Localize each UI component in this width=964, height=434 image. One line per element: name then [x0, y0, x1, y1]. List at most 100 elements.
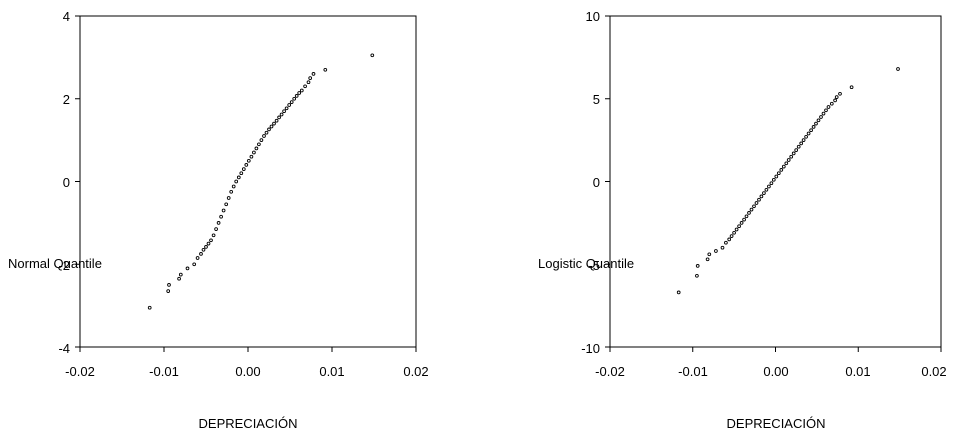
scatter-point — [739, 221, 744, 225]
scatter-point — [299, 88, 304, 93]
x-tick-label: 0.00 — [235, 364, 260, 379]
scatter-point — [323, 67, 328, 72]
scatter-point — [370, 53, 375, 58]
scatter-point — [284, 106, 289, 111]
scatter-point — [806, 131, 811, 136]
scatter-point — [257, 142, 261, 147]
scatter-point — [714, 249, 718, 253]
scatter-point — [246, 158, 251, 163]
scatter-point — [204, 245, 208, 249]
scatter-point — [816, 118, 821, 123]
scatter-point — [236, 175, 241, 180]
scatter-point — [824, 108, 828, 113]
scatter-point — [292, 96, 297, 101]
scatter-point — [274, 118, 279, 123]
scatter-point — [267, 127, 271, 132]
scatter-point — [833, 98, 837, 103]
scatter-point — [784, 161, 789, 166]
scatter-point — [737, 224, 741, 229]
y-tick-label: -10 — [581, 341, 600, 356]
scatter-point — [252, 150, 256, 155]
scatter-point — [789, 154, 794, 159]
scatter-point — [819, 115, 823, 119]
x-tick-label: -0.02 — [65, 364, 95, 379]
scatter-point — [221, 208, 226, 213]
scatter-point — [744, 214, 749, 219]
scatter-point — [282, 109, 286, 114]
scatter-point — [272, 121, 276, 126]
y-tick-label: -2 — [58, 258, 70, 273]
scatter-point — [201, 247, 206, 252]
x-tick-label: 0.00 — [763, 364, 788, 379]
scatter-point — [762, 191, 766, 195]
data-points — [676, 67, 900, 295]
normal-quantile-plot: 4 2 0 -2 -4 -0.02 -0.01 0.00 0.01 0.02 D… — [8, 9, 429, 431]
data-points — [147, 53, 375, 310]
scatter-point — [771, 177, 776, 182]
scatter-point — [734, 227, 739, 232]
scatter-point — [277, 115, 281, 120]
scatter-point — [306, 80, 311, 85]
scatter-point — [838, 91, 842, 96]
scatter-point — [829, 101, 834, 106]
scatter-point — [754, 201, 759, 205]
scatter-point — [219, 214, 223, 219]
scatter-point — [742, 217, 746, 222]
plot-frame — [609, 15, 942, 348]
x-tick-label: -0.02 — [595, 364, 625, 379]
scatter-point — [167, 283, 171, 287]
scatter-point — [178, 272, 183, 277]
scatter-point — [729, 234, 734, 238]
scatter-point — [676, 290, 681, 295]
scatter-point — [834, 95, 839, 99]
scatter-point — [297, 91, 302, 95]
scatter-point — [786, 158, 791, 162]
y-axis-title: Normal Quantile — [8, 256, 102, 271]
scatter-point — [147, 305, 152, 310]
y-tick-label: -5 — [588, 258, 600, 273]
scatter-point — [757, 197, 761, 202]
scatter-point — [209, 238, 213, 243]
scatter-point — [821, 111, 826, 116]
axis-ticks — [75, 15, 417, 352]
scatter-point — [249, 154, 254, 159]
scatter-point — [752, 204, 756, 209]
x-tick-label: 0.02 — [403, 364, 428, 379]
scatter-point — [264, 130, 269, 135]
y-tick-label: 10 — [586, 9, 600, 24]
scatter-point — [720, 245, 725, 250]
scatter-point — [801, 138, 806, 142]
scatter-point — [796, 144, 801, 149]
scatter-point — [799, 141, 804, 146]
scatter-point — [695, 273, 699, 278]
scatter-point — [234, 179, 239, 184]
y-tick-label: -4 — [58, 341, 70, 356]
scatter-point — [308, 76, 313, 80]
scatter-point — [804, 134, 808, 139]
scatter-point — [214, 227, 218, 231]
scatter-point — [749, 207, 754, 212]
scatter-point — [294, 94, 299, 98]
x-axis-title: DEPRECIACIÓN — [199, 416, 298, 431]
scatter-point — [239, 171, 244, 176]
scatter-point — [289, 100, 294, 104]
scatter-point — [211, 233, 216, 238]
scatter-point — [776, 171, 781, 176]
scatter-point — [177, 276, 181, 281]
scatter-point — [216, 221, 221, 225]
y-tick-label: 2 — [63, 92, 70, 107]
scatter-point — [192, 262, 197, 267]
scatter-point — [794, 148, 799, 152]
scatter-point — [781, 164, 786, 169]
scatter-point — [262, 134, 266, 138]
scatter-point — [241, 167, 246, 171]
scatter-point — [229, 189, 234, 194]
scatter-point — [707, 252, 712, 257]
scatter-point — [195, 256, 200, 260]
scatter-point — [779, 168, 784, 172]
x-tick-label: 0.01 — [845, 364, 870, 379]
scatter-point — [759, 194, 764, 199]
scatter-point — [287, 103, 292, 107]
scatter-point — [896, 67, 900, 71]
scatter-point — [727, 237, 732, 242]
